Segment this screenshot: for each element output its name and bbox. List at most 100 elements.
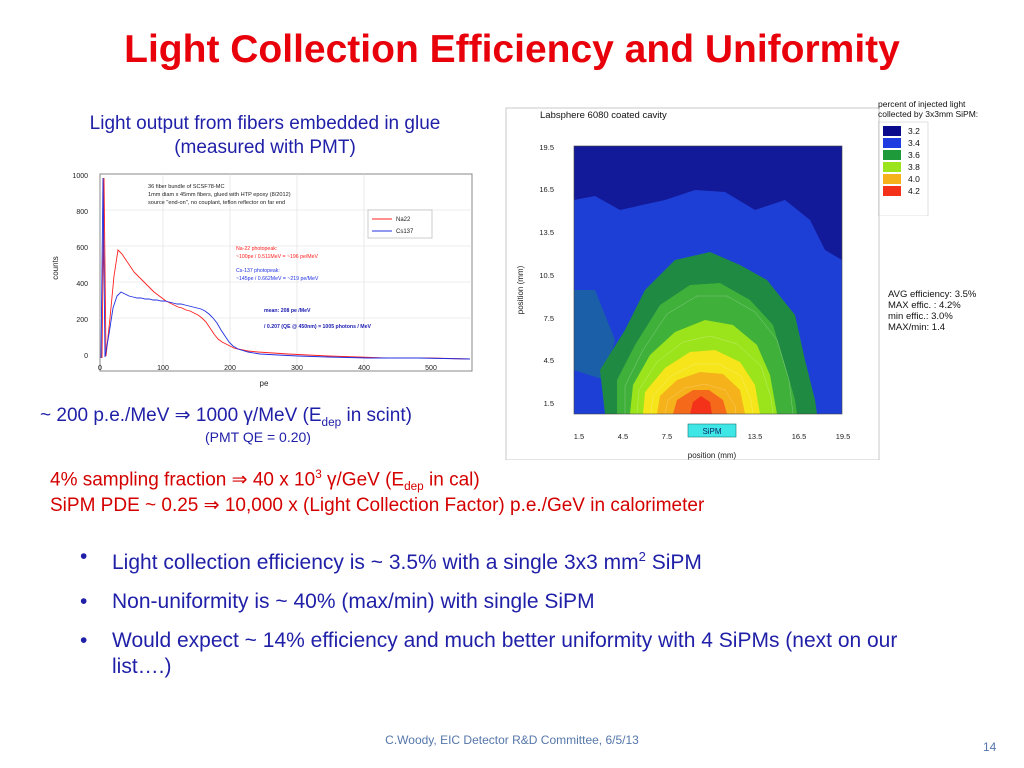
legend-swatch: [883, 138, 901, 148]
cal-subscript: dep: [404, 480, 424, 494]
legend-swatch: [883, 126, 901, 136]
map-title: Labsphere 6080 coated cavity: [540, 110, 667, 121]
legend-level-label: 3.4: [908, 138, 920, 148]
stat-max: MAX effic. : 4.2%: [888, 300, 961, 311]
qe-annotation: / 0.207 (QE @ 450nm) = 1005 photons / Me…: [264, 324, 372, 330]
slide-title: Light Collection Efficiency and Uniformi…: [124, 28, 900, 71]
spectrum-info-line: source "end-on", no couplant, teflon ref…: [148, 200, 285, 206]
xtick: 100: [157, 365, 169, 372]
rate-text: 1000: [190, 405, 244, 426]
map-ytick: 7.5: [544, 314, 554, 323]
mean-annotation: mean: 208 pe /MeV: [264, 308, 311, 314]
map-xtick: 4.5: [618, 432, 628, 441]
cal-text: 10,000 x (Light Collection Factor) p.e./…: [219, 495, 705, 516]
rate-text: /MeV (E: [252, 405, 322, 426]
legend-na22: Na22: [396, 217, 411, 223]
xtick: 500: [425, 365, 437, 372]
legend-level-label: 3.6: [908, 150, 920, 160]
xtick: 300: [291, 365, 303, 372]
map-ytick: 16.5: [539, 185, 554, 194]
cs-annotation: ~145pe / 0.662MeV = ~219 pe/MeV: [236, 276, 319, 282]
ytick: 200: [76, 317, 88, 324]
sipm-label: SiPM: [702, 427, 721, 436]
xtick: 200: [224, 365, 236, 372]
footer: C.Woody, EIC Detector R&D Committee, 6/5…: [385, 733, 639, 747]
spectrum-subtitle-line1: Light output from fibers embedded in glu…: [89, 113, 441, 134]
x-axis-label: pe: [260, 379, 269, 388]
map-x-axis-label: position (mm): [688, 451, 737, 460]
map-legend: percent of injected light collected by 3…: [878, 99, 978, 216]
page-number: 14: [983, 740, 997, 754]
cal-text: /GeV (E: [336, 469, 405, 491]
bullet-item: • Light collection efficiency is ~ 3.5% w…: [80, 544, 1010, 576]
ytick: 600: [76, 245, 88, 252]
arrow-icon: ⇒: [203, 495, 220, 516]
spectrum-subtitle: Light output from fibers embedded in glu…: [30, 112, 500, 160]
qe-note: (PMT QE = 0.20): [205, 429, 311, 445]
na-annotation-title: Na-22 photopeak:: [236, 246, 277, 252]
bullet-text: Would expect ~ 14% efficiency and much b…: [112, 629, 898, 678]
map-xtick: 1.5: [574, 432, 584, 441]
y-axis-label: counts: [51, 256, 60, 280]
sipm-marker: [687, 423, 737, 438]
na22-curve: [101, 177, 471, 360]
sipm-pde-line: SiPM PDE ~ 0.25 ⇒ 10,000 x (Light Collec…: [50, 494, 704, 517]
map-y-axis-label: position (mm): [516, 265, 525, 314]
map-ytick: 19.5: [539, 143, 554, 152]
legend-cs137: Cs137: [396, 229, 414, 235]
map-xtick: 16.5: [792, 432, 807, 441]
map-xtick: 7.5: [662, 432, 672, 441]
spectrum-legend: [367, 209, 433, 239]
efficiency-stats: AVG efficiency: 3.5% MAX effic. : 4.2% m…: [888, 289, 976, 333]
spectrum-subtitle-line2: (measured with PMT): [174, 137, 356, 158]
cal-text: 4% sampling fraction: [50, 469, 232, 491]
legend-level-label: 3.2: [908, 126, 920, 136]
legend-level-label: 4.0: [908, 174, 920, 184]
arrow-icon: ⇒: [231, 469, 248, 491]
cs-annotation-title: Cs-137 photopeak:: [236, 268, 280, 274]
legend-level-label: 4.2: [908, 186, 920, 196]
legend-swatch: [883, 174, 901, 184]
map-ytick: 13.5: [539, 228, 554, 237]
map-ytick: 1.5: [544, 399, 554, 408]
stat-ratio: MAX/min: 1.4: [888, 322, 946, 333]
na-annotation: ~100pe / 0.511MeV = ~196 pe/MeV: [236, 254, 318, 260]
map-xtick: 13.5: [748, 432, 763, 441]
bullet-icon: •: [80, 629, 88, 652]
gamma-symbol: γ: [243, 405, 253, 426]
cal-superscript: 3: [315, 468, 322, 481]
bullet-text: SiPM: [645, 551, 702, 574]
rate-text: ~ 200 p.e./MeV: [40, 405, 175, 426]
ytick: 1000: [72, 173, 88, 180]
spectrum-info-line: 36 fiber bundle of SCSF78-MC: [148, 184, 225, 190]
bullet-item: • Would expect ~ 14% efficiency and much …: [80, 628, 932, 680]
map-ytick: 4.5: [544, 356, 554, 365]
map-ytick: 10.5: [539, 271, 554, 280]
ytick: 0: [84, 353, 88, 360]
map-xtick: 19.5: [836, 432, 851, 441]
sampling-fraction-line: 4% sampling fraction ⇒ 40 x 103 γ/GeV (E…: [50, 468, 480, 493]
stat-min: min effic.: 3.0%: [888, 311, 953, 322]
legend-title-line1: percent of injected light: [878, 99, 966, 109]
legend-title-line2: collected by 3x3mm SiPM:: [878, 109, 978, 119]
legend-swatch: [883, 150, 901, 160]
bullet-icon: •: [80, 545, 88, 568]
bullet-icon: •: [80, 590, 88, 613]
spectrum-plot: 0 200 400 600 800 1000 0 100 200 300 400…: [51, 173, 473, 388]
cs137-curve: [100, 177, 471, 360]
ytick: 400: [76, 281, 88, 288]
bullet-text: Light collection efficiency is ~ 3.5% wi…: [112, 551, 639, 574]
cal-text: SiPM PDE ~ 0.25: [50, 495, 204, 516]
xtick: 0: [98, 365, 102, 372]
cal-text: in cal): [423, 469, 480, 491]
arrow-icon: ⇒: [174, 405, 191, 426]
rate-text: in scint): [341, 405, 412, 426]
efficiency-map: Labsphere 6080 coated cavity 1.5 4.5 7.5…: [505, 100, 880, 460]
ytick: 800: [76, 209, 88, 216]
cal-text: 40 x 10: [247, 469, 316, 491]
bullet-item: • Non-uniformity is ~ 40% (max/min) with …: [80, 589, 1010, 615]
rate-subscript: dep: [321, 415, 342, 429]
xtick: 400: [358, 365, 370, 372]
spectrum-info-line: 1mm diam x 45mm fibers, glued with HTP e…: [148, 192, 291, 198]
gamma-symbol: γ: [321, 469, 337, 491]
